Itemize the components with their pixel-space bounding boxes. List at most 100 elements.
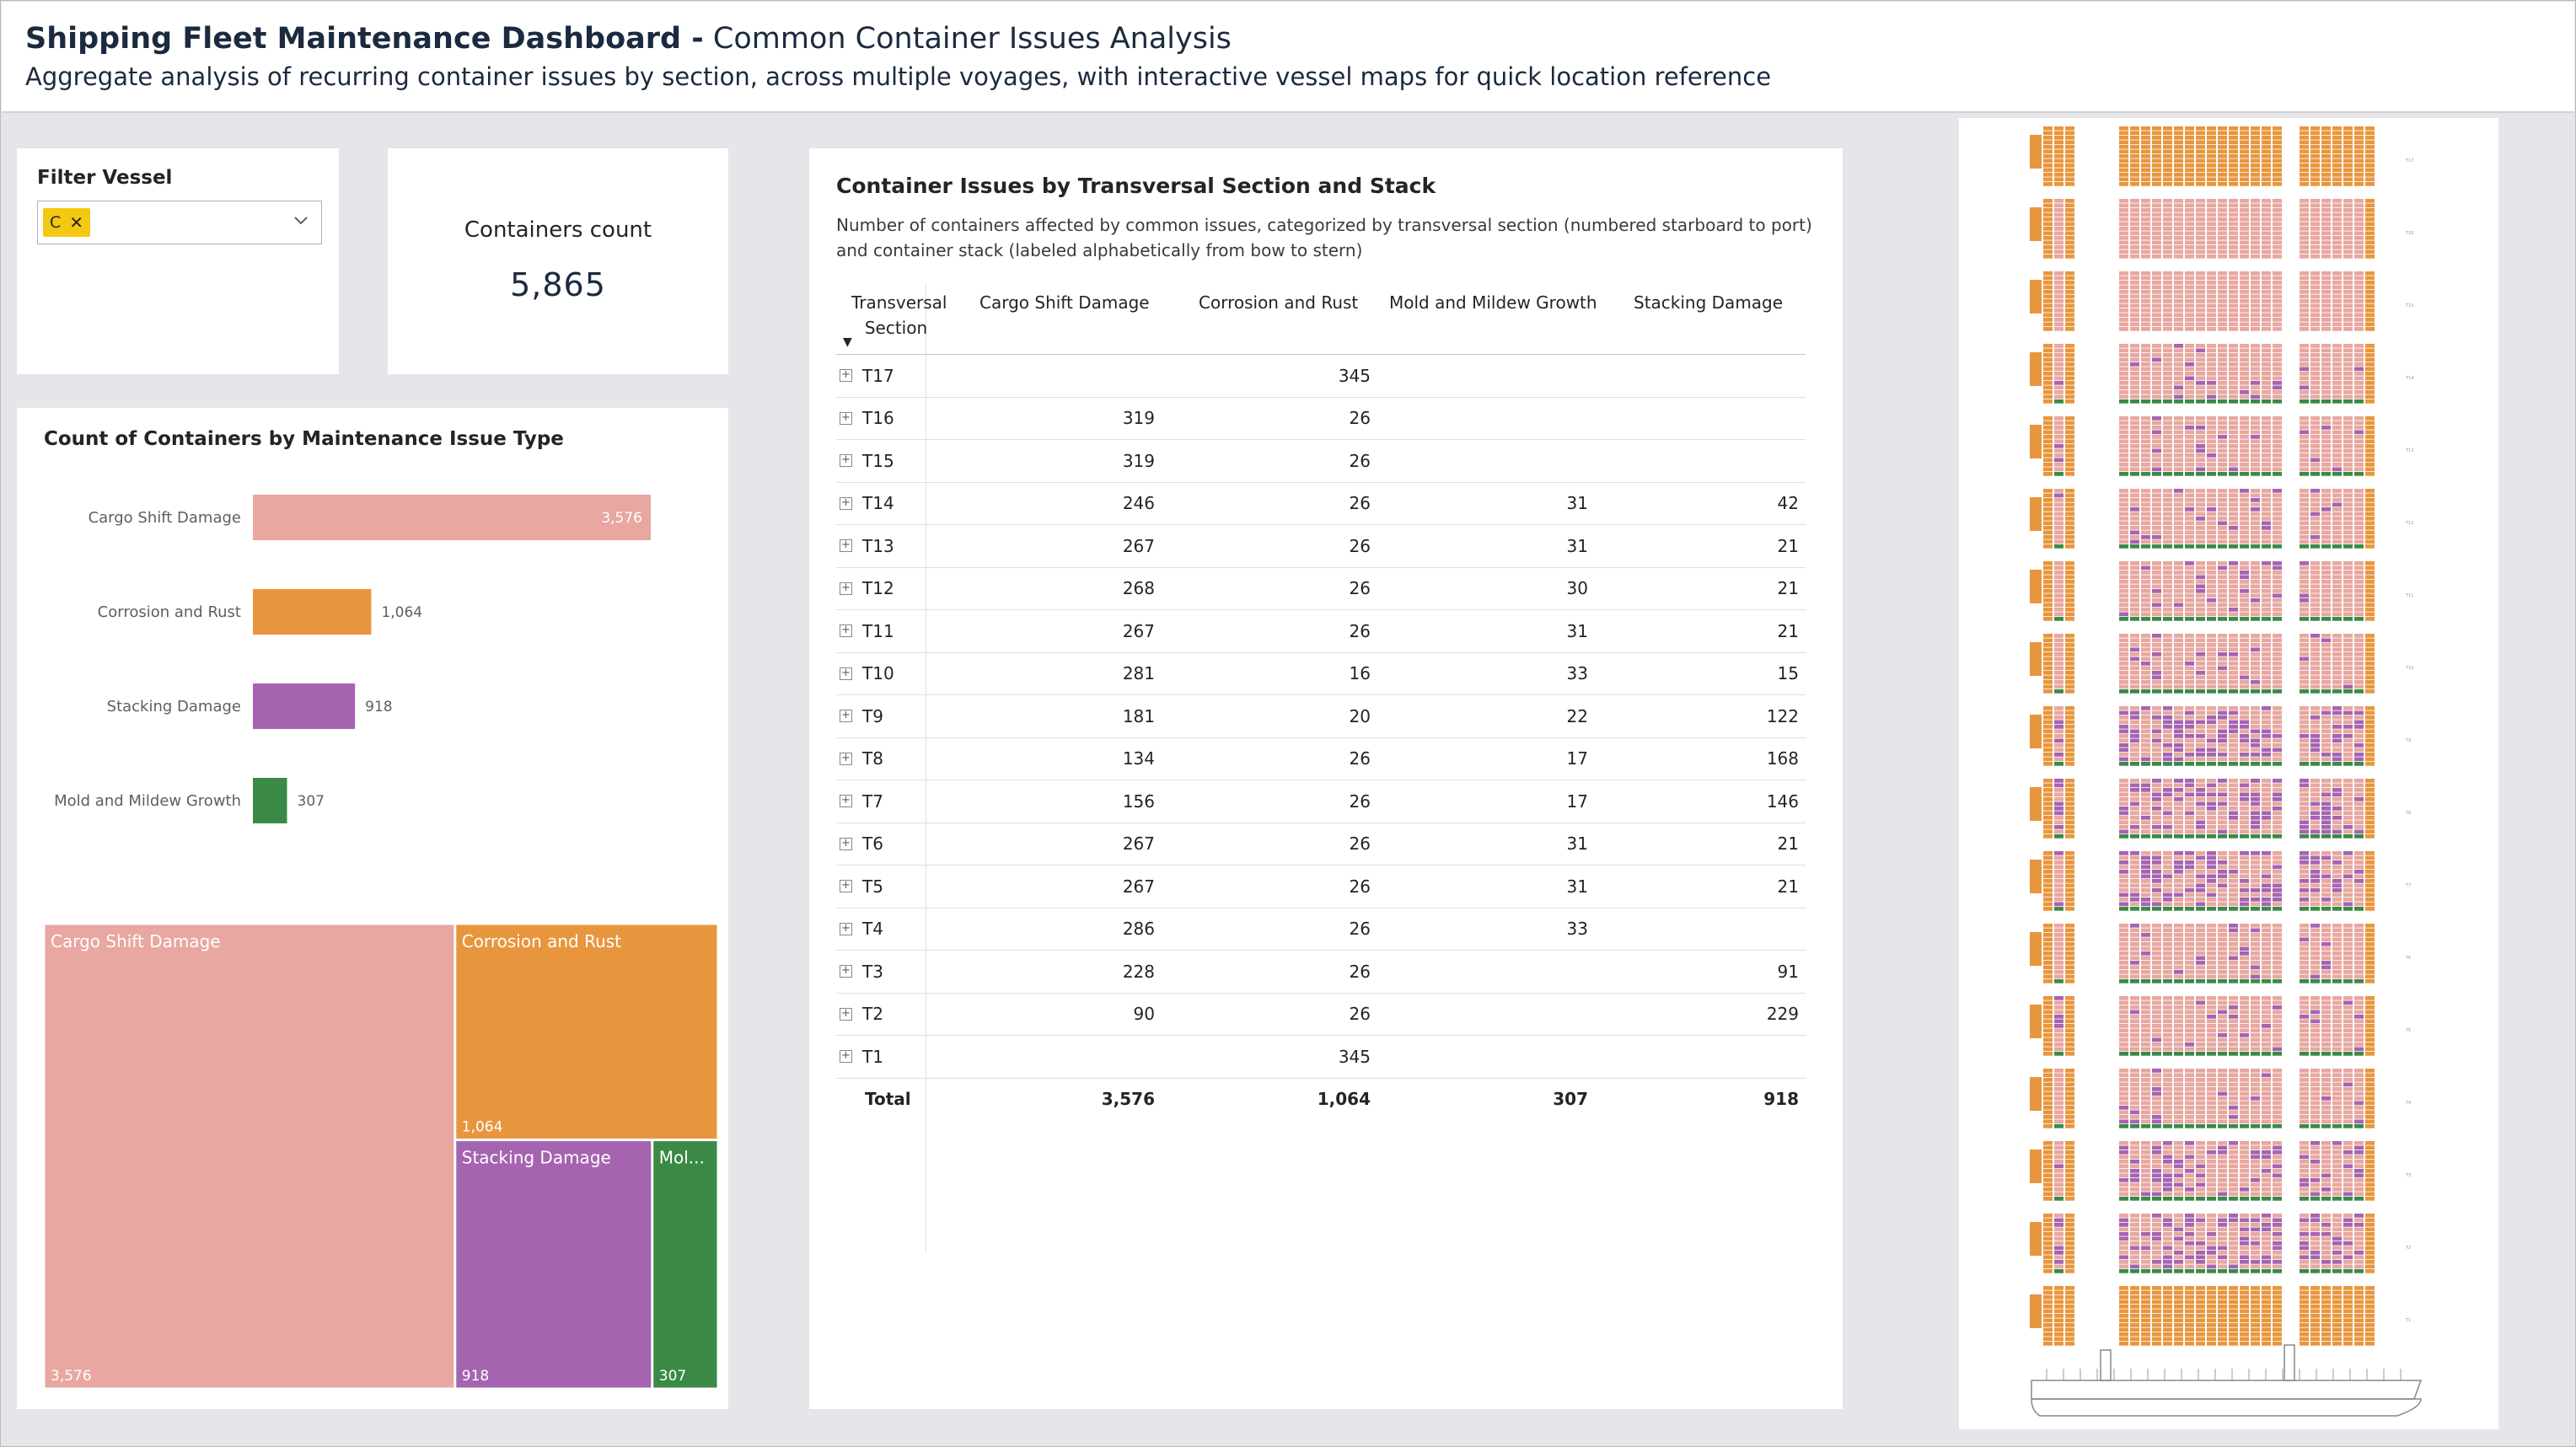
container-cell bbox=[2251, 517, 2260, 521]
bar[interactable] bbox=[253, 683, 356, 729]
expand-icon[interactable]: + bbox=[840, 922, 852, 935]
table-row[interactable]: + T17 345 bbox=[836, 355, 1806, 398]
container-cell bbox=[2141, 313, 2150, 318]
header-corrosion[interactable]: Corrosion and Rust bbox=[1199, 292, 1359, 313]
bar[interactable] bbox=[253, 589, 372, 635]
container-cell bbox=[2332, 1033, 2342, 1037]
container-cell bbox=[2207, 996, 2216, 1000]
expand-icon[interactable]: + bbox=[840, 411, 852, 425]
treemap-tile[interactable] bbox=[653, 1141, 717, 1388]
container-cell bbox=[2185, 1124, 2194, 1128]
container-cell bbox=[2043, 240, 2053, 245]
close-icon[interactable]: ✕ bbox=[69, 212, 84, 233]
treemap-tile[interactable] bbox=[45, 924, 454, 1388]
container-cell bbox=[2343, 1005, 2353, 1010]
vessel-dropdown[interactable]: C ✕ bbox=[37, 201, 322, 244]
expand-icon[interactable]: + bbox=[840, 752, 852, 765]
header-transversal-section[interactable]: Transversal Section bbox=[851, 290, 947, 340]
expand-icon[interactable]: + bbox=[840, 965, 852, 978]
vessel-bay[interactable]: T16 bbox=[2030, 199, 2413, 259]
table-row[interactable]: + T8 134 26 17 168 bbox=[836, 738, 1806, 780]
vessel-bay[interactable]: T6 bbox=[2030, 924, 2411, 983]
container-cell bbox=[2332, 1000, 2342, 1005]
table-row[interactable]: + T14 246 26 31 42 bbox=[836, 483, 1806, 525]
vessel-bay[interactable]: T8 bbox=[2030, 779, 2411, 839]
expand-icon[interactable]: + bbox=[840, 710, 852, 723]
table-row[interactable]: + T2 90 26 229 bbox=[836, 994, 1806, 1036]
vessel-bay[interactable]: T10 bbox=[2030, 634, 2413, 694]
table-row[interactable]: + T5 267 26 31 21 bbox=[836, 866, 1806, 908]
vessel-map[interactable]: T17T16T15T14T13T12T11T10T9T8T7T6T5T4T3T2… bbox=[1959, 118, 2498, 1429]
table-row[interactable]: + T15 319 26 bbox=[836, 440, 1806, 483]
header-mold[interactable]: Mold and Mildew Growth bbox=[1389, 292, 1597, 313]
table-row[interactable]: + T3 228 26 91 bbox=[836, 951, 1806, 994]
table-row[interactable]: + T11 267 26 31 21 bbox=[836, 610, 1806, 653]
vessel-bay[interactable]: T11 bbox=[2030, 561, 2413, 621]
table-row[interactable]: + T10 281 16 33 15 bbox=[836, 653, 1806, 695]
expand-icon[interactable]: + bbox=[840, 539, 852, 553]
vessel-bay[interactable]: T9 bbox=[2030, 706, 2411, 766]
expand-icon[interactable]: + bbox=[840, 624, 852, 638]
container-cell bbox=[2321, 381, 2331, 385]
bar[interactable] bbox=[253, 778, 287, 823]
container-cell bbox=[2141, 1010, 2150, 1015]
vessel-bay[interactable]: T12 bbox=[2030, 489, 2413, 549]
container-cell bbox=[2196, 308, 2205, 313]
container-cell bbox=[2321, 638, 2331, 643]
expand-icon[interactable]: + bbox=[840, 454, 852, 468]
vessel-bay[interactable]: T7 bbox=[2030, 851, 2411, 911]
expand-icon[interactable]: + bbox=[840, 667, 852, 680]
table-row[interactable]: + T16 319 26 bbox=[836, 398, 1806, 440]
expand-icon[interactable]: + bbox=[840, 1007, 852, 1021]
expand-icon[interactable]: + bbox=[840, 581, 852, 595]
vessel-bay[interactable]: T17 bbox=[2030, 126, 2413, 186]
selected-vessel-chip[interactable]: C ✕ bbox=[43, 208, 90, 237]
chevron-down-icon[interactable] bbox=[292, 212, 309, 228]
container-cell bbox=[2207, 933, 2216, 937]
container-cell bbox=[2043, 1197, 2053, 1201]
vessel-bay[interactable]: T4 bbox=[2030, 1069, 2411, 1128]
container-cell bbox=[2141, 430, 2150, 435]
container-cell bbox=[2152, 870, 2161, 874]
bar[interactable] bbox=[253, 495, 651, 540]
expand-icon[interactable]: + bbox=[840, 837, 852, 850]
table-row[interactable]: + T7 156 26 17 146 bbox=[836, 780, 1806, 823]
table-row[interactable]: + T9 181 20 22 122 bbox=[836, 695, 1806, 738]
container-cell bbox=[2207, 743, 2216, 748]
container-cell bbox=[2207, 580, 2216, 584]
container-cell bbox=[2262, 367, 2271, 372]
container-cell bbox=[2251, 353, 2260, 357]
expand-icon[interactable]: + bbox=[840, 496, 852, 510]
expand-icon[interactable]: + bbox=[840, 795, 852, 808]
table-row[interactable]: + T4 286 26 33 bbox=[836, 908, 1806, 951]
container-cell bbox=[2251, 820, 2260, 825]
container-cell bbox=[2196, 1169, 2205, 1173]
container-cell bbox=[2273, 227, 2282, 231]
container-cell bbox=[2310, 801, 2320, 807]
matrix-total-row[interactable]: Total 3,576 1,064 307 918 bbox=[836, 1079, 1806, 1121]
container-cell bbox=[2273, 372, 2282, 376]
header-stacking[interactable]: Stacking Damage bbox=[1634, 292, 1784, 313]
header-cargo-shift[interactable]: Cargo Shift Damage bbox=[979, 292, 1150, 313]
vessel-bay[interactable]: T15 bbox=[2030, 271, 2413, 331]
expand-icon[interactable]: + bbox=[840, 369, 852, 383]
table-row[interactable]: + T6 267 26 31 21 bbox=[836, 823, 1806, 866]
treemap-tile[interactable] bbox=[456, 1141, 652, 1388]
vessel-bay[interactable]: T3 bbox=[2030, 1141, 2411, 1201]
table-row[interactable]: + T1 345 bbox=[836, 1036, 1806, 1079]
treemap-tile[interactable] bbox=[456, 924, 717, 1139]
container-cell bbox=[2054, 797, 2063, 801]
vessel-bay[interactable]: T14 bbox=[2030, 344, 2413, 404]
sort-descending-icon[interactable]: ▼ bbox=[843, 335, 852, 349]
container-cell bbox=[2218, 1052, 2227, 1056]
vessel-bay[interactable]: T5 bbox=[2030, 996, 2411, 1056]
container-cell bbox=[2310, 126, 2320, 131]
container-cell bbox=[2163, 933, 2172, 937]
expand-icon[interactable]: + bbox=[840, 1050, 852, 1064]
table-row[interactable]: + T12 268 26 30 21 bbox=[836, 568, 1806, 610]
table-row[interactable]: + T13 267 26 31 21 bbox=[836, 525, 1806, 568]
expand-icon[interactable]: + bbox=[840, 880, 852, 893]
vessel-bay[interactable]: T13 bbox=[2030, 416, 2413, 476]
